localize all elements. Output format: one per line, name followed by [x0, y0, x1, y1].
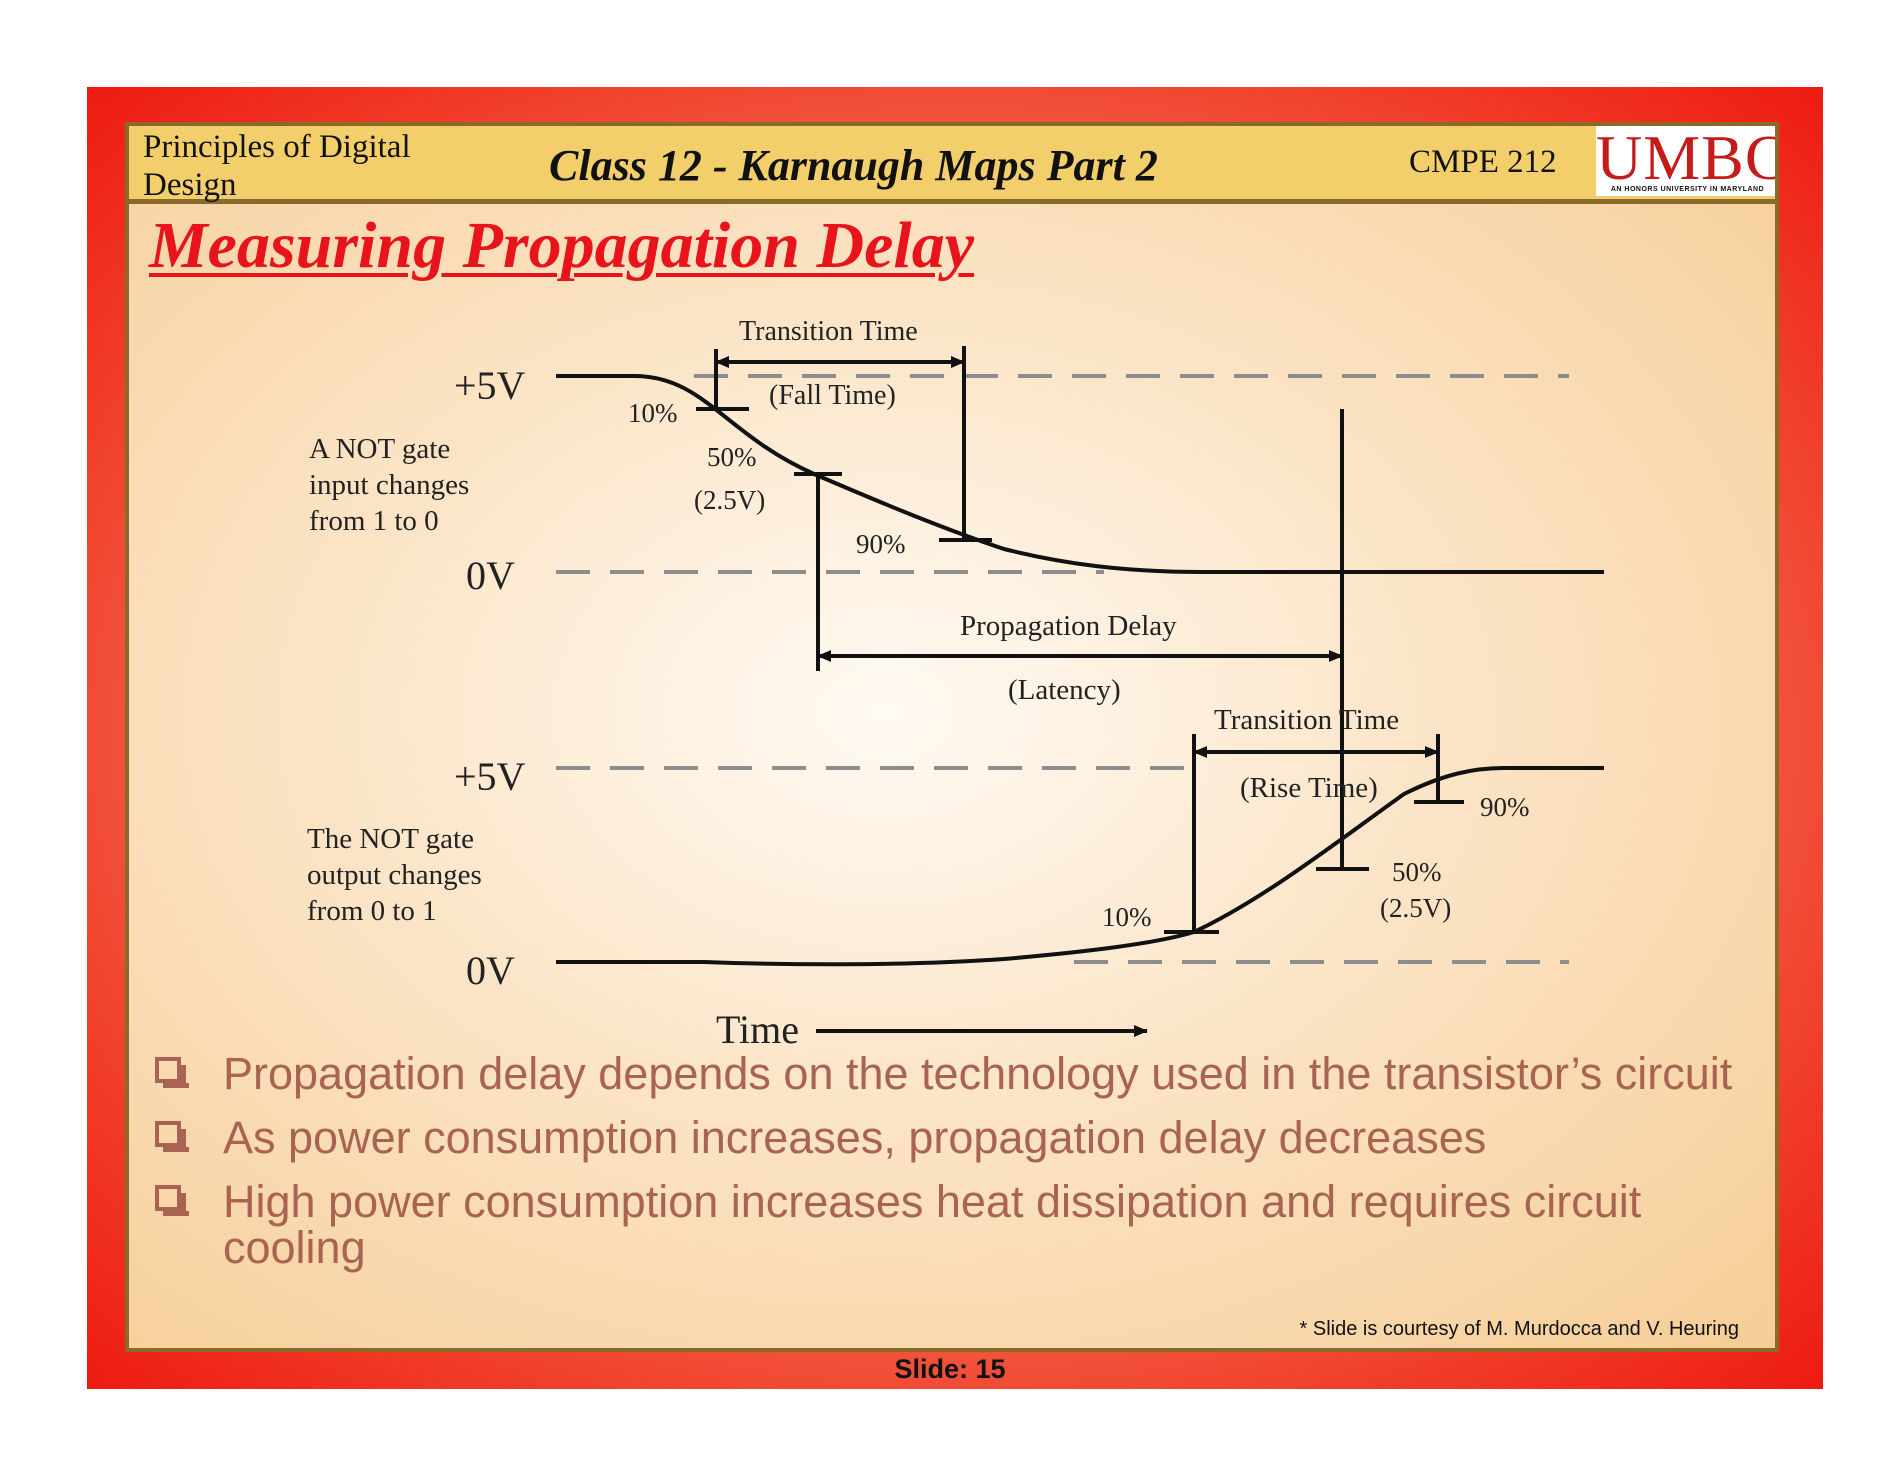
bottom-transition-label: Transition Time	[1214, 704, 1399, 736]
logo-text: UMBC	[1596, 122, 1779, 193]
checkbox-bullet-icon	[155, 1121, 189, 1152]
input-low-label: 0V	[466, 553, 515, 598]
output-50-label: 50%	[1392, 857, 1442, 887]
prop-delay-label: Propagation Delay	[960, 610, 1177, 642]
input-10-label: 10%	[628, 398, 678, 428]
input-caption-line-2: input changes	[309, 469, 469, 501]
input-caption-line-3: from 1 to 0	[309, 505, 439, 537]
course-code: CMPE 212	[1409, 144, 1557, 180]
checkbox-bullet-icon	[155, 1185, 189, 1216]
output-high-label: +5V	[454, 754, 526, 799]
bullet-item: Propagation delay depends on the technol…	[149, 1051, 1759, 1097]
top-transition-label: Transition Time	[739, 316, 918, 347]
output-10-label: 10%	[1102, 902, 1152, 932]
logo-tagline: AN HONORS UNIVERSITY IN MARYLAND	[1610, 186, 1765, 193]
input-caption-line-1: A NOT gate	[309, 433, 450, 465]
input-50-label: 50%	[707, 442, 757, 472]
slide-number: Slide: 15	[894, 1354, 1006, 1384]
bullet-text: As power consumption increases, propagat…	[223, 1112, 1487, 1163]
output-caption-line-3: from 0 to 1	[307, 895, 437, 927]
output-waveform	[556, 766, 1604, 967]
bullet-item: As power consumption increases, propagat…	[149, 1115, 1759, 1161]
umbc-logo: UMBC AN HONORS UNIVERSITY IN MARYLAND	[1596, 126, 1775, 196]
output-caption-line-2: output changes	[307, 859, 482, 891]
slide-header: Principles of Digital Design Class 12 - …	[129, 126, 1775, 204]
output-50-volts-label: (2.5V)	[1380, 893, 1451, 923]
bullet-text: High power consumption increases heat di…	[223, 1176, 1642, 1273]
reference-lines	[556, 374, 1569, 964]
output-caption-line-1: The NOT gate	[307, 823, 474, 855]
checkbox-bullet-icon	[155, 1057, 189, 1088]
slide-title: Measuring Propagation Delay	[149, 209, 975, 282]
output-90-label: 90%	[1480, 792, 1530, 822]
credit-note: * Slide is courtesy of M. Murdocca and V…	[1299, 1318, 1739, 1340]
input-90-label: 90%	[856, 529, 906, 559]
input-high-label: +5V	[454, 363, 526, 408]
input-waveform	[556, 374, 1604, 574]
class-title: Class 12 - Karnaugh Maps Part 2	[549, 141, 1158, 190]
slide: Principles of Digital Design Class 12 - …	[125, 122, 1779, 1352]
course-name: Principles of Digital Design	[143, 129, 411, 203]
fall-time-label: (Fall Time)	[769, 380, 896, 411]
bullet-item: High power consumption increases heat di…	[149, 1179, 1759, 1271]
output-low-label: 0V	[466, 948, 515, 993]
time-label: Time	[716, 1007, 799, 1052]
bullet-text: Propagation delay depends on the technol…	[223, 1048, 1733, 1099]
input-50-volts-label: (2.5V)	[694, 485, 765, 515]
rise-time-label: (Rise Time)	[1240, 772, 1378, 804]
propagation-delay-diagram: Transition Time (Fall Time) +5V 0V 10% 5…	[307, 316, 1604, 1052]
bullet-list: Propagation delay depends on the technol…	[149, 1051, 1759, 1289]
latency-label: (Latency)	[1008, 674, 1121, 706]
